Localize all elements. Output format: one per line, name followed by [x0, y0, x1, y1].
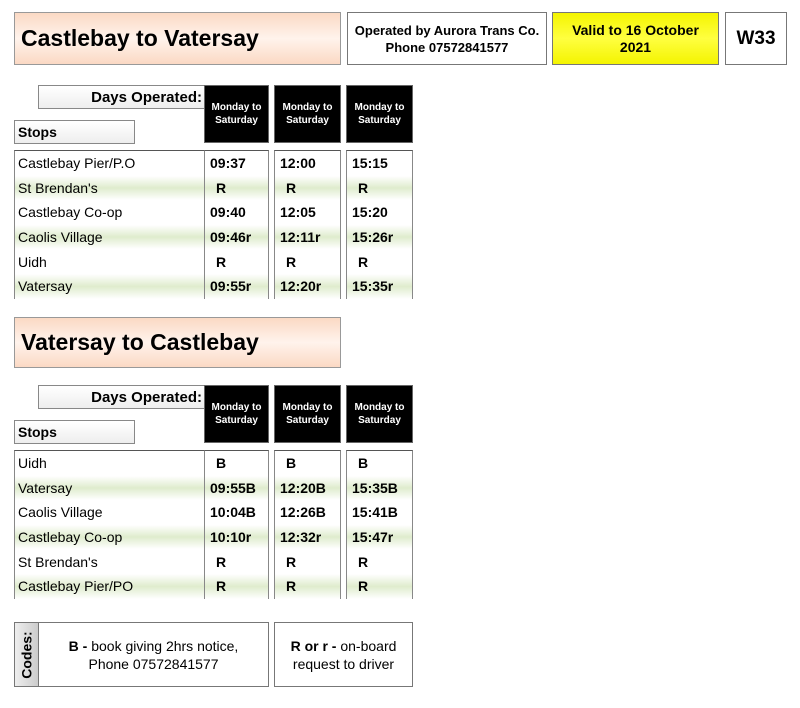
stop-name: Caolis Village [18, 504, 103, 521]
stop-name: Castlebay Co-op [18, 204, 123, 221]
days-header: Monday to Saturday [346, 85, 413, 143]
departure-time: R [347, 175, 412, 201]
departure-time: 09:46r [205, 224, 268, 250]
page-title: Castlebay to Vatersay [14, 12, 341, 65]
departure-time: 10:04B [210, 504, 256, 521]
departure-time: R [275, 175, 340, 201]
stop-name: St Brendan's [18, 553, 98, 570]
section-title-return: Vatersay to Castlebay [14, 317, 341, 368]
stop-name: Vatersay [15, 475, 204, 501]
valid-until-badge: Valid to 16 October 2021 [552, 12, 719, 65]
departure-time: R [347, 573, 412, 599]
days-header: Monday to Saturday [204, 385, 269, 443]
stop-name: Uidh [18, 455, 47, 472]
departure-time: 12:32r [275, 524, 340, 550]
departure-time: 12:20r [275, 273, 340, 299]
departure-time: B [286, 455, 297, 472]
journey-column: B 15:35B 15:41B 15:47r R R [346, 450, 413, 599]
codes-box-b: Codes: B - book giving 2hrs notice, Phone… [14, 622, 269, 687]
departure-time: 15:47r [347, 524, 412, 550]
code-r-text2: request to driver [292, 655, 395, 672]
departure-time: 12:20B [275, 475, 340, 501]
departure-time: 12:26B [280, 504, 326, 521]
departure-time: R [286, 553, 297, 570]
departure-time: 12:00 [280, 155, 316, 172]
stops-column: Uidh Vatersay Caolis Village Castlebay Co-o… [14, 450, 205, 599]
stop-name: St Brendan's [15, 175, 204, 201]
departure-time: 09:55B [205, 475, 268, 501]
days-header: Monday to Saturday [346, 385, 413, 443]
stop-name: Castlebay Pier/PO [15, 573, 204, 599]
operator-phone: Phone 07572841577 [385, 39, 509, 55]
departure-time: 09:40 [210, 204, 246, 221]
departure-time: B [358, 455, 369, 472]
departure-time: R [275, 573, 340, 599]
stops-column: Castlebay Pier/P.O St Brendan's Castlebay … [14, 150, 205, 299]
days-header: Monday to Saturday [274, 385, 341, 443]
departure-time: 15:35B [347, 475, 412, 501]
departure-time: 15:20 [352, 204, 388, 221]
departure-time: R [286, 253, 297, 270]
departure-time: R [358, 253, 369, 270]
operator-name: Operated by Aurora Trans Co. [354, 22, 540, 38]
codes-label: Codes: [18, 630, 35, 679]
journey-column: 12:00 R 12:05 12:11r R 12:20r [274, 150, 341, 299]
operator-info: Operated by Aurora Trans Co. Phone 075728… [347, 12, 547, 65]
departure-time: 09:37 [210, 155, 246, 172]
days-header: Monday to Saturday [274, 85, 341, 143]
code-b-text: book giving 2hrs notice, [91, 637, 239, 654]
departure-time: B [216, 455, 227, 472]
days-operated-label: Days Operated: [38, 385, 205, 409]
departure-time: R [205, 573, 268, 599]
departure-time: 10:10r [205, 524, 268, 550]
stop-name: Vatersay [15, 273, 204, 299]
departure-time: 09:55r [205, 273, 268, 299]
departure-time: 12:05 [280, 204, 316, 221]
journey-column: B 12:20B 12:26B 12:32r R R [274, 450, 341, 599]
stops-label: Stops [14, 420, 135, 444]
stop-name: Castlebay Co-op [15, 524, 204, 550]
journey-column: 09:37 R 09:40 09:46r R 09:55r [204, 150, 269, 299]
departure-time: 15:35r [347, 273, 412, 299]
code-b-phone: Phone 07572841577 [88, 655, 219, 672]
departure-time: R [205, 175, 268, 201]
journey-column: 15:15 R 15:20 15:26r R 15:35r [346, 150, 413, 299]
code-r: R or r - [290, 637, 337, 654]
code-r-text: on-board [340, 637, 397, 654]
code-b: B - [68, 637, 88, 654]
route-number: W33 [725, 12, 787, 65]
departure-time: 15:26r [347, 224, 412, 250]
departure-time: R [216, 553, 227, 570]
stop-name: Uidh [18, 253, 47, 270]
departure-time: R [216, 253, 227, 270]
departure-time: R [358, 553, 369, 570]
departure-time: 12:11r [275, 224, 340, 250]
codes-box-r: R or r - on-board request to driver [274, 622, 413, 687]
journey-column: B 09:55B 10:04B 10:10r R R [204, 450, 269, 599]
days-operated-label: Days Operated: [38, 85, 205, 109]
stop-name: Caolis Village [15, 224, 204, 250]
departure-time: 15:41B [352, 504, 398, 521]
stops-label: Stops [14, 120, 135, 144]
days-header: Monday to Saturday [204, 85, 269, 143]
stop-name: Castlebay Pier/P.O [18, 155, 136, 172]
departure-time: 15:15 [352, 155, 388, 172]
